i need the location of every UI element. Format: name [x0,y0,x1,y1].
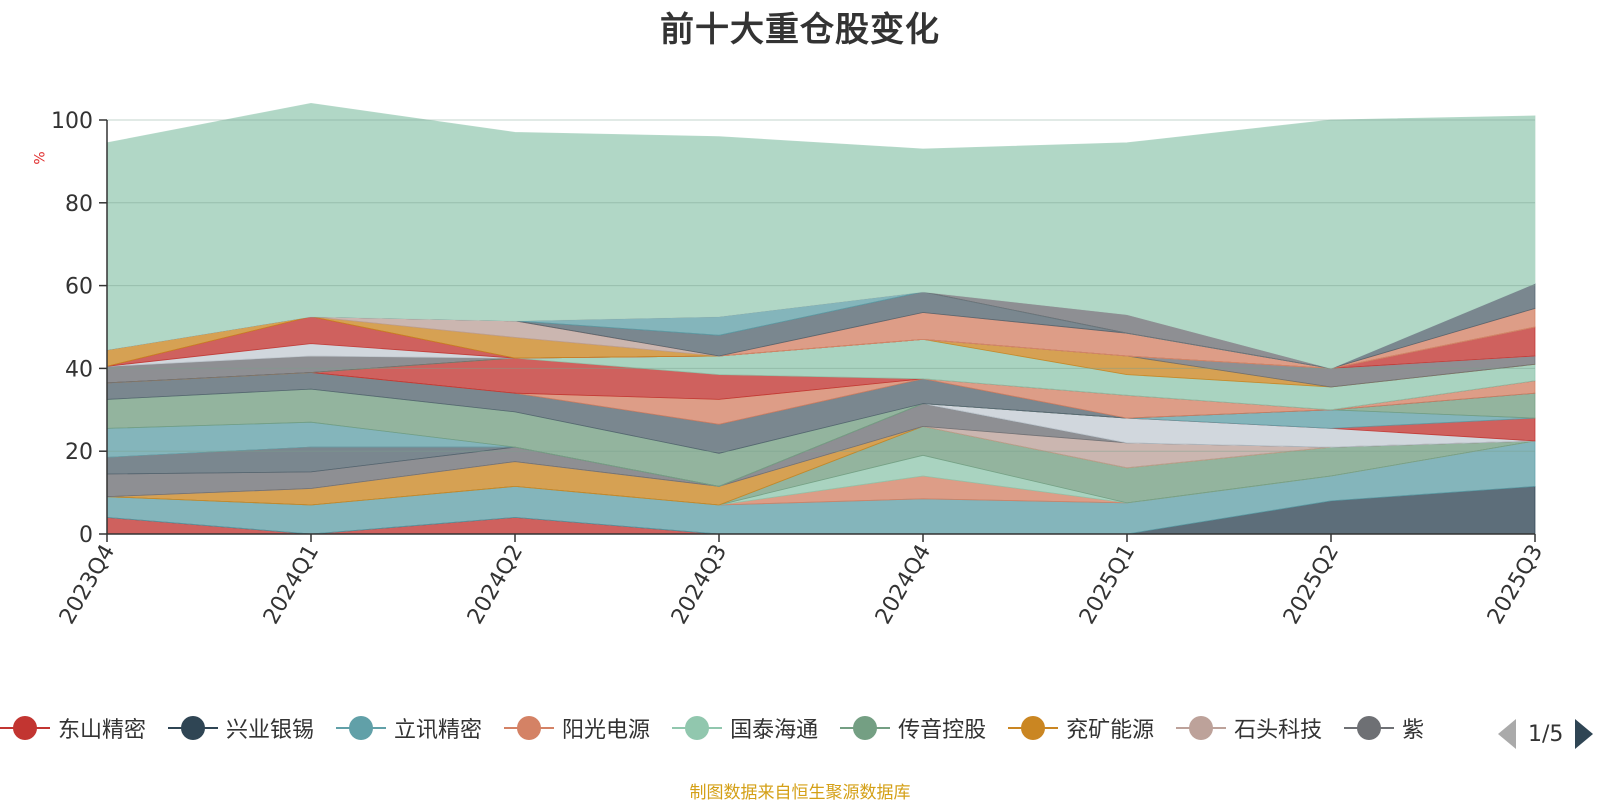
legend-item-7[interactable]: 石头科技 [1176,712,1322,744]
stacked-area-chart: 0 20 40 60 80 100 2023Q4 2024Q1 2024Q2 2024Q3 2024… [51,102,1548,629]
x-tick-label-6: 2025Q2 [1279,541,1344,629]
legend-marker-icon [336,714,387,742]
x-tick-label-3: 2024Q3 [667,541,732,629]
legend-item-label: 兴业银锡 [226,718,315,743]
legend-item-label: 阳光电源 [562,718,651,743]
legend-marker-icon [1008,714,1059,742]
legend-item-5[interactable]: 传音控股 [840,712,986,744]
legend-marker-icon [504,714,555,742]
legend-item-label: 立讯精密 [394,718,483,743]
legend-item-4[interactable]: 国泰海通 [672,712,818,744]
legend-marker-icon [168,714,219,742]
legend-item-8[interactable]: 紫 [1344,712,1424,744]
chart-title: 前十大重仓股变化 [660,10,940,50]
legend-marker-icon [1176,714,1227,742]
legend-next-page-button[interactable] [1575,719,1594,749]
legend-page-indicator: 1/5 [1528,721,1564,747]
legend: 东山精密 兴业银锡 立讯精密 阳光电源 国泰海通 传音控股 兖矿能源 石头科技 紫 [0,712,1520,756]
legend-item-1[interactable]: 兴业银锡 [168,712,314,744]
legend-marker-icon [1344,714,1395,742]
legend-pager: 1/5 [1498,716,1598,752]
y-tick-label-1: 20 [65,440,93,465]
y-tick-label-4: 80 [65,192,93,217]
x-tick-label-7: 2025Q3 [1483,541,1548,629]
legend-marker-icon [0,714,50,742]
x-tick-label-1: 2024Q1 [259,541,324,629]
x-tick-label-2: 2024Q2 [463,541,528,629]
legend-item-2[interactable]: 立讯精密 [336,712,482,744]
x-tick-label-4: 2024Q4 [871,541,936,629]
legend-item-label: 传音控股 [898,718,987,743]
x-tick-label-0: 2023Q4 [55,541,120,629]
legend-item-label: 紫 [1402,718,1425,743]
legend-item-3[interactable]: 阳光电源 [504,712,650,744]
data-source-note: 制图数据来自恒生聚源数据库 [689,783,911,800]
legend-item-label: 石头科技 [1234,718,1323,743]
legend-item-label: 国泰海通 [730,718,819,743]
area-series-28 [106,102,1536,369]
legend-item-label: 兖矿能源 [1066,718,1155,743]
y-axis-label: % [32,151,49,165]
legend-item-0[interactable]: 东山精密 [0,712,146,744]
y-tick-label-0: 0 [79,523,93,548]
legend-marker-icon [840,714,891,742]
y-tick-label-2: 40 [65,357,93,382]
legend-item-6[interactable]: 兖矿能源 [1008,712,1154,744]
legend-prev-page-button[interactable] [1498,719,1516,749]
y-tick-label-5: 100 [51,109,93,134]
legend-item-label: 东山精密 [58,718,147,743]
legend-marker-icon [672,714,723,742]
x-tick-label-5: 2025Q1 [1075,541,1140,629]
y-tick-label-3: 60 [65,275,93,300]
